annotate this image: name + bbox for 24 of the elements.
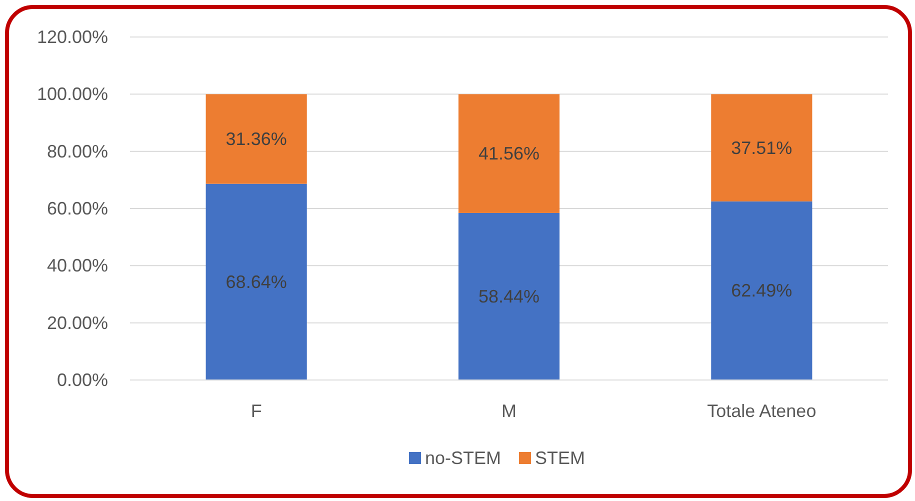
bar — [458, 94, 560, 213]
y-tick-label: 20.00% — [46, 312, 108, 333]
text: 37.51% — [731, 138, 792, 158]
text: 62.49% — [731, 280, 792, 301]
text: 41.56% — [478, 144, 540, 164]
x-tick-label: Totale Ateneo — [707, 401, 816, 421]
bar — [711, 94, 812, 202]
y-tick-label: 100.00% — [36, 84, 108, 104]
text: 68.64% — [226, 272, 287, 292]
legend-label: STEM — [535, 448, 586, 468]
bar — [458, 212, 560, 380]
x-tick-label: M — [502, 401, 516, 421]
bar — [206, 94, 307, 184]
x-tick-label: F — [250, 401, 262, 421]
legend-label: no-STEM — [425, 448, 502, 468]
y-tick-label: 40.00% — [46, 256, 108, 276]
y-tick-label: 80.00% — [46, 141, 108, 162]
bar — [711, 201, 812, 380]
text: 58.44% — [478, 286, 540, 306]
y-tick-label: 60.00% — [46, 198, 108, 218]
y-tick-label: 120.00% — [36, 27, 108, 47]
y-tick-label: 0.00% — [56, 370, 108, 390]
text: 31.36% — [226, 128, 287, 149]
bar — [206, 184, 307, 380]
